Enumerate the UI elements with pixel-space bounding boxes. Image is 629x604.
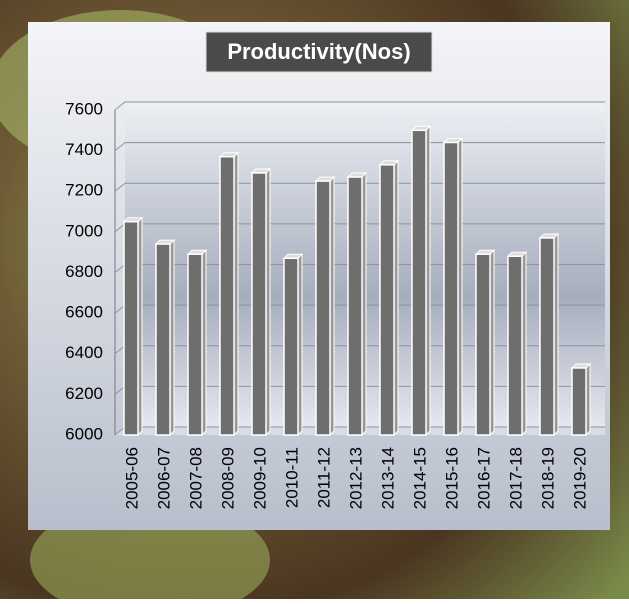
bar — [188, 254, 202, 435]
bar — [124, 222, 138, 435]
chart: Productivity(Nos) 6000 6200 6400 6600 6800 70… — [0, 0, 629, 599]
chart-title: Productivity(Nos) — [227, 39, 410, 64]
x-tick-label: 2018-19 — [538, 447, 557, 509]
y-tick-label: 7400 — [65, 140, 103, 159]
x-tick-label: 2006-07 — [154, 447, 173, 509]
x-tick-label: 2007-08 — [186, 447, 205, 509]
bar — [476, 254, 490, 435]
x-tick-label: 2011-12 — [314, 447, 333, 508]
bar — [316, 181, 330, 435]
x-tick-label: 2010-11 — [282, 447, 301, 508]
y-tick-label: 7000 — [65, 221, 103, 240]
x-tick-label: 2019-20 — [570, 447, 589, 509]
bar — [348, 177, 362, 435]
bar — [252, 173, 266, 435]
bar — [284, 258, 298, 435]
x-tick-label: 2014-15 — [410, 447, 429, 509]
y-tick-label: 6600 — [65, 303, 103, 322]
x-tick-label: 2009-10 — [250, 447, 269, 509]
x-tick-label: 2017-18 — [506, 447, 525, 509]
x-tick-label: 2008-09 — [218, 447, 237, 509]
y-tick-label: 6000 — [65, 424, 103, 443]
x-tick-label: 2005-06 — [122, 447, 141, 509]
y-tick-label: 6800 — [65, 262, 103, 281]
bar — [572, 368, 586, 435]
bar — [444, 143, 458, 436]
y-tick-label: 7200 — [65, 181, 103, 200]
bar — [380, 165, 394, 435]
x-tick-label: 2015-16 — [442, 447, 461, 509]
y-tick-label: 6200 — [65, 384, 103, 403]
bar — [508, 256, 522, 435]
x-tick-label: 2016-17 — [474, 447, 493, 509]
bar — [412, 130, 426, 435]
bar — [156, 244, 170, 435]
y-tick-label: 6400 — [65, 343, 103, 362]
y-tick-label: 7600 — [65, 99, 103, 118]
bar — [540, 238, 554, 435]
bar — [220, 157, 234, 435]
x-tick-label: 2013-14 — [378, 447, 397, 509]
x-tick-label: 2012-13 — [346, 447, 365, 509]
